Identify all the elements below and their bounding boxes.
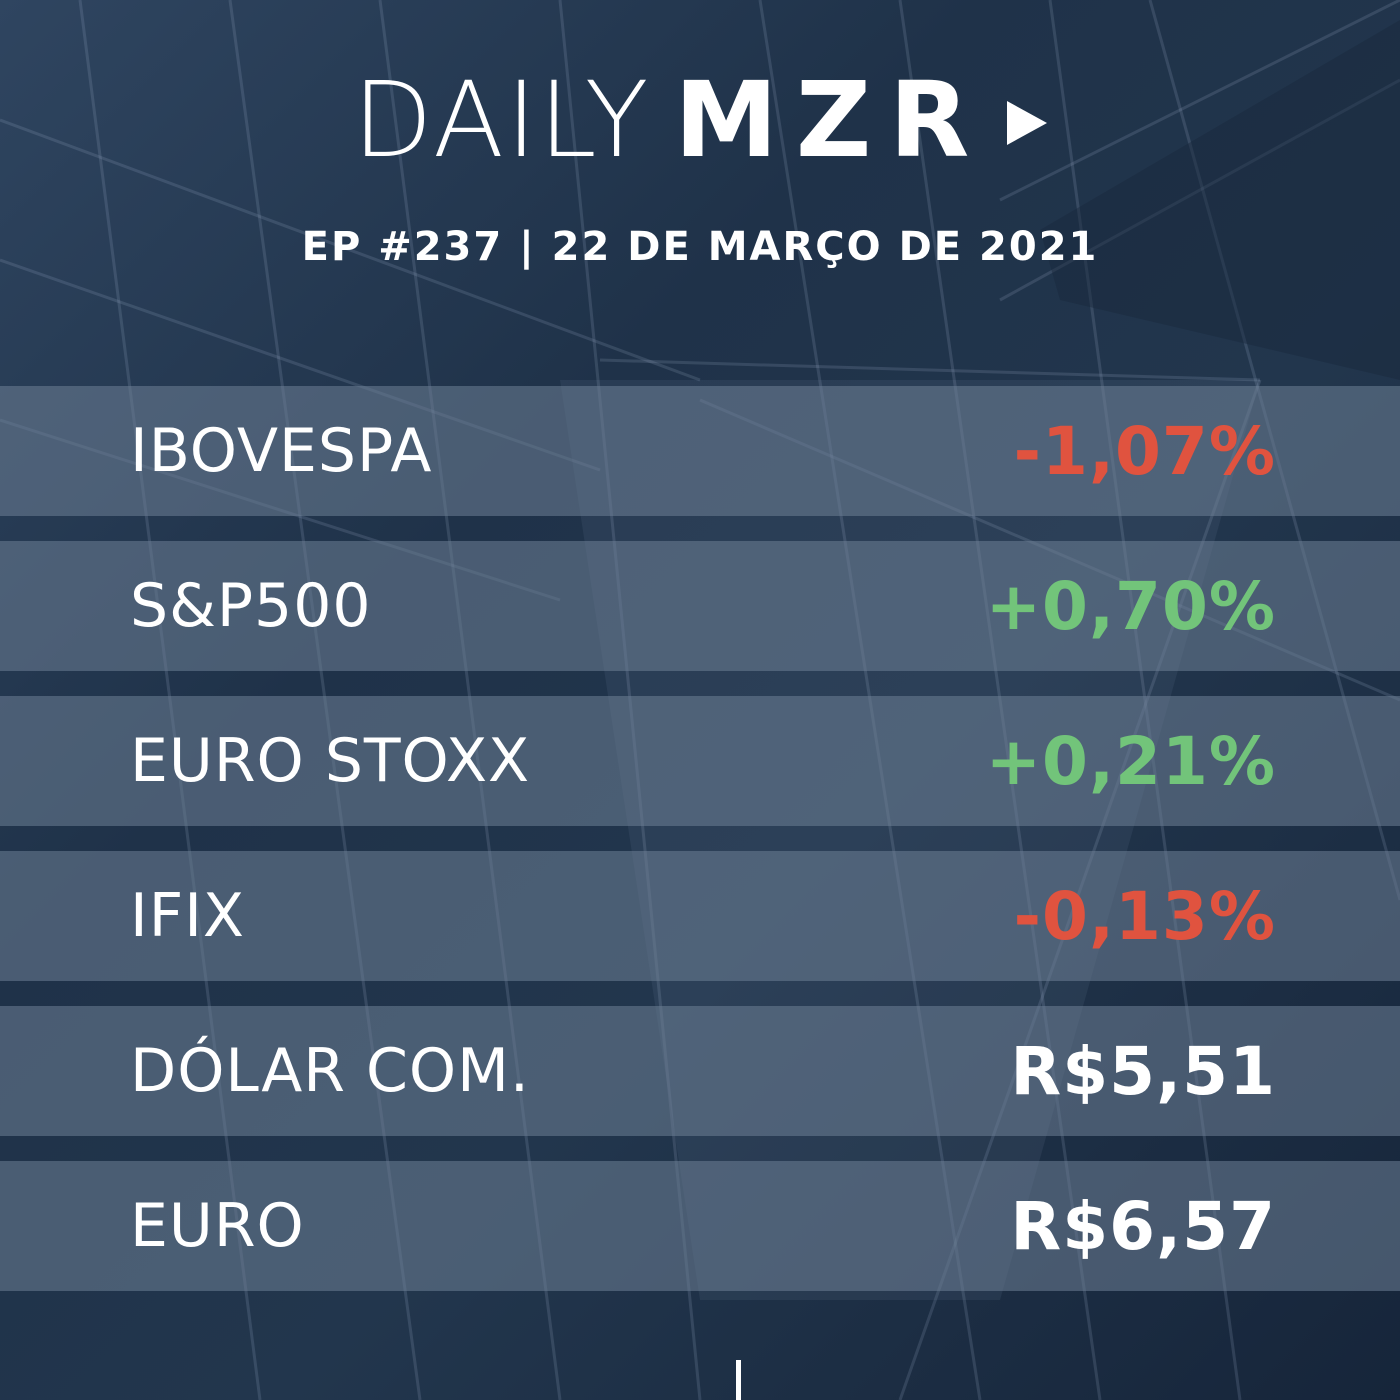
episode-date-line: EP #237 | 22 DE MARÇO DE 2021 (301, 224, 1099, 270)
market-row: IFIX -0,13% (0, 851, 1400, 981)
play-icon (1007, 101, 1048, 145)
market-row: S&P500 +0,70% (0, 541, 1400, 671)
market-row-value: R$6,57 (1010, 1187, 1276, 1265)
market-row: IBOVESPA -1,07% (0, 386, 1400, 516)
market-row-label: IFIX (130, 881, 246, 951)
market-row-label: EURO (130, 1191, 305, 1261)
market-row-label: DÓLAR COM. (130, 1036, 530, 1106)
market-row-value: -0,13% (1013, 877, 1276, 955)
logo-daily-text: DAILY (352, 59, 651, 181)
market-row-value: -1,07% (1013, 412, 1276, 490)
bottom-divider (736, 1360, 741, 1400)
market-row: EURO STOXX +0,21% (0, 696, 1400, 826)
market-row-value: +0,21% (985, 722, 1276, 800)
market-row-label: IBOVESPA (130, 416, 433, 486)
daily-mzr-logo: DAILY MZR (0, 60, 1400, 180)
market-row-label: EURO STOXX (130, 726, 531, 796)
market-row-value: R$5,51 (1010, 1032, 1276, 1110)
market-row-label: S&P500 (130, 571, 372, 641)
market-row-value: +0,70% (985, 567, 1276, 645)
logo-mzr-text: MZR (674, 59, 988, 181)
market-row: EURO R$6,57 (0, 1161, 1400, 1291)
market-row: DÓLAR COM. R$5,51 (0, 1006, 1400, 1136)
